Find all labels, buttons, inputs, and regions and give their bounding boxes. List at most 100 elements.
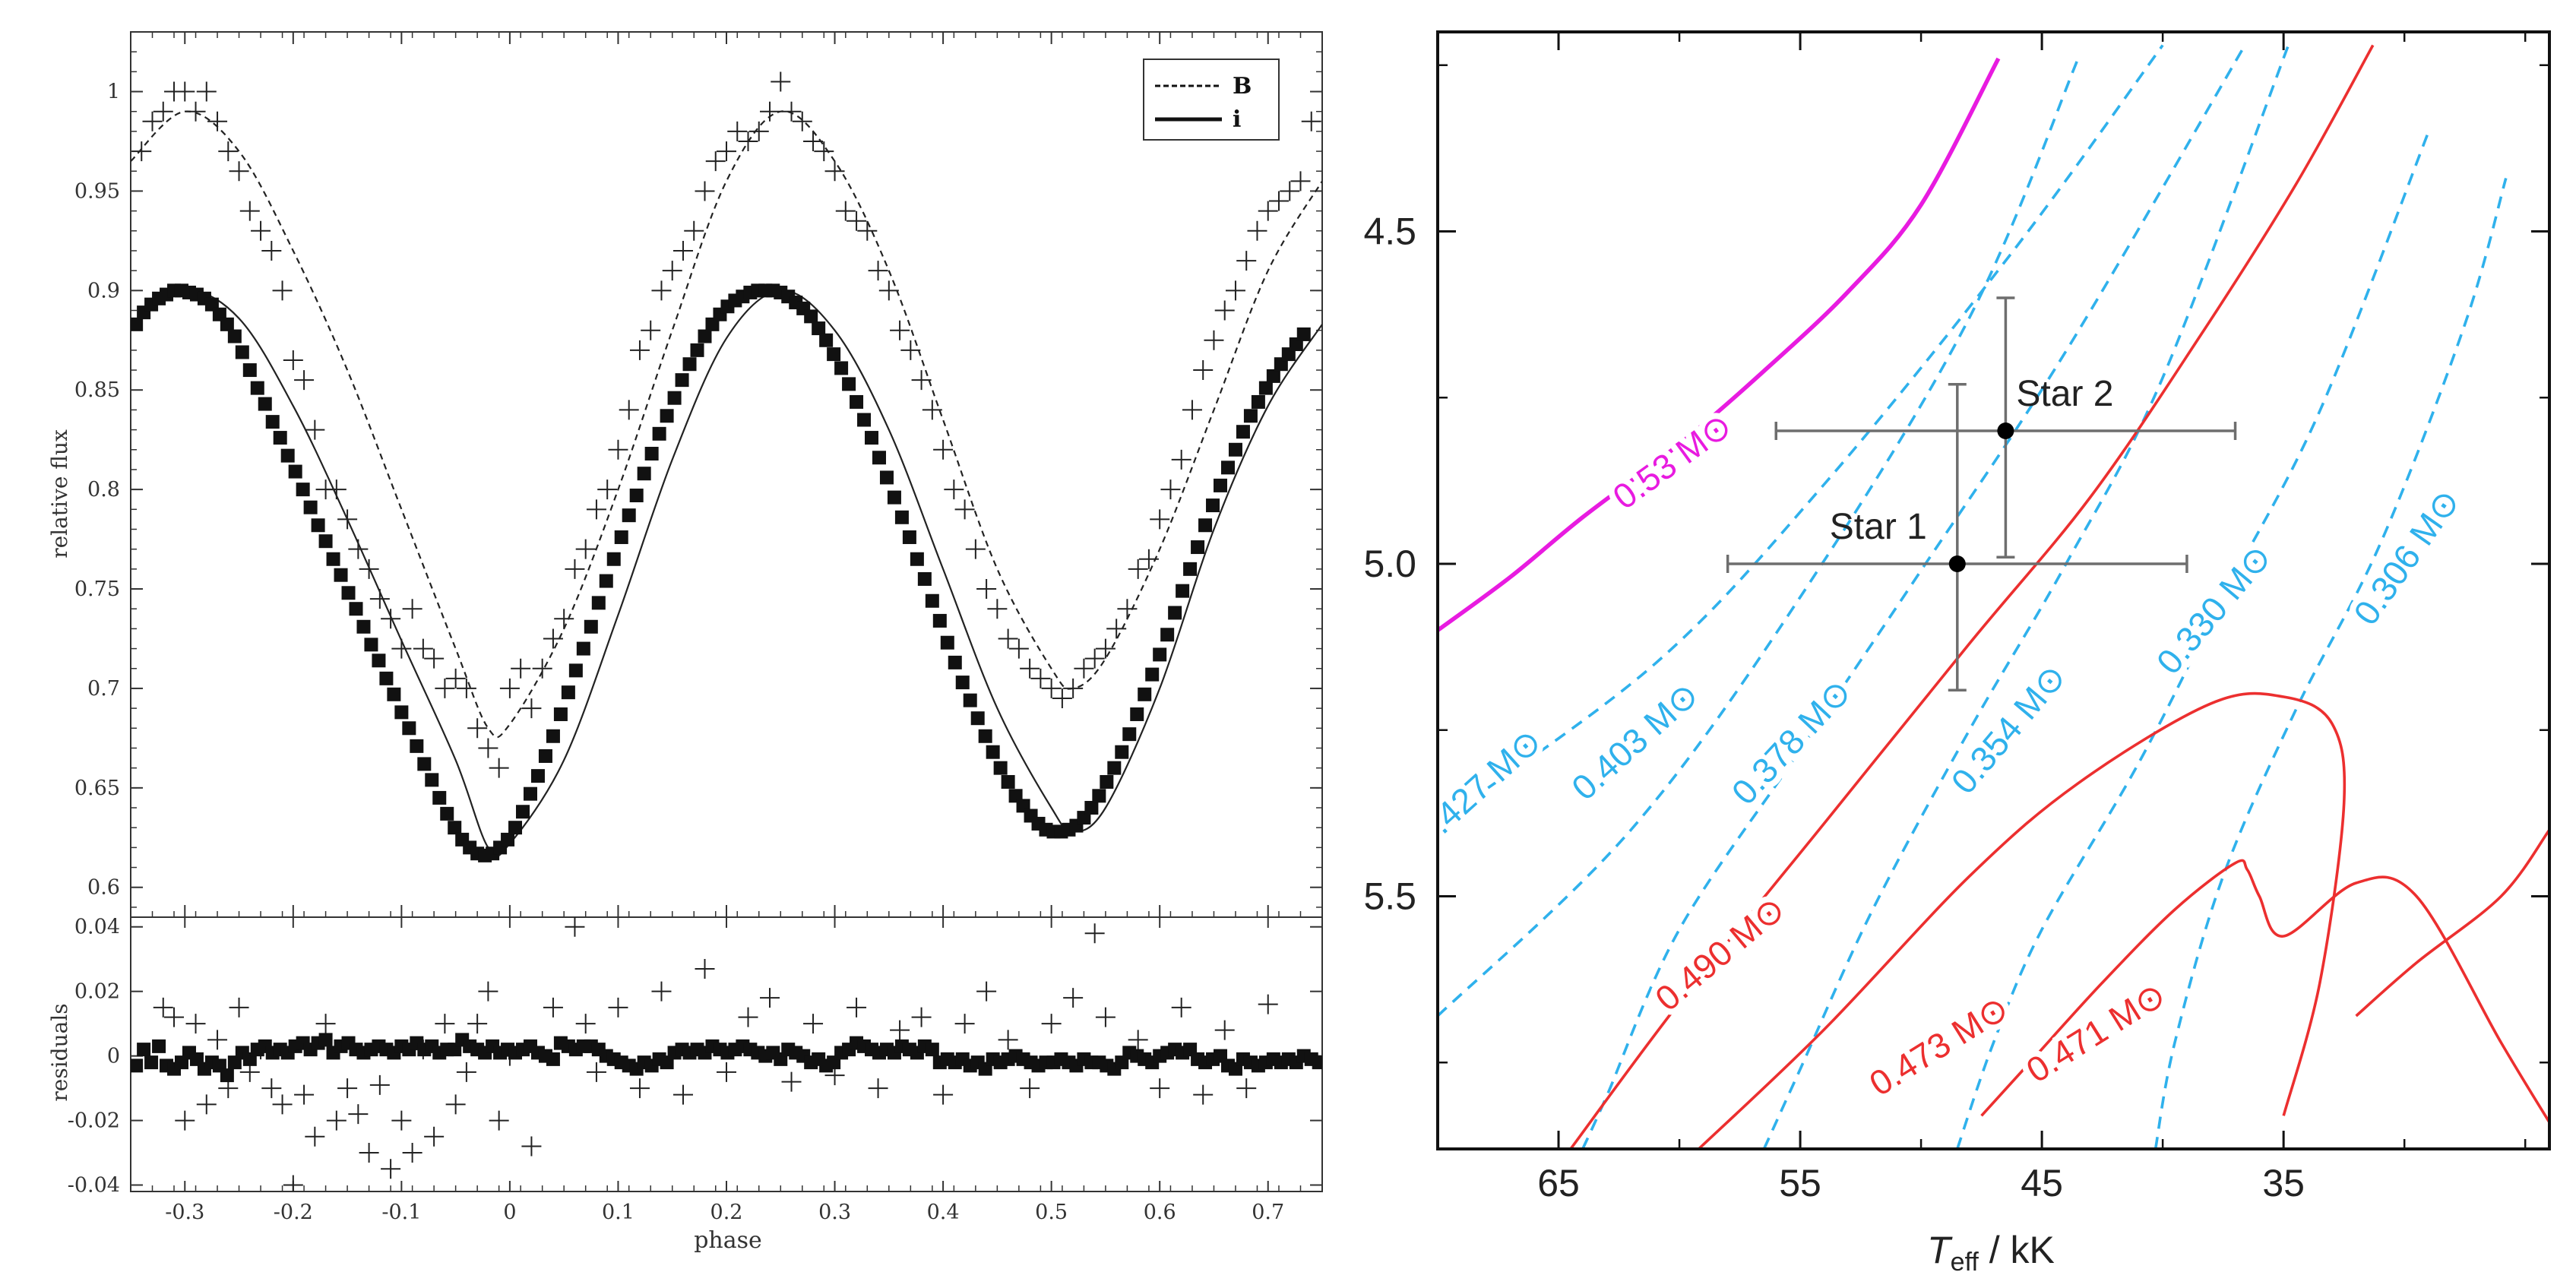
data-point-B — [662, 261, 682, 281]
data-point-i — [1107, 761, 1122, 775]
residual-point-B — [369, 1074, 390, 1095]
kiel-x-tick-label: 55 — [1779, 1162, 1821, 1204]
data-point-B — [283, 350, 303, 370]
residual-point-B — [695, 958, 715, 979]
residual-point-i — [546, 1052, 560, 1066]
data-point-i — [1305, 0, 1318, 14]
data-point-i — [1228, 442, 1242, 457]
track-label: 0.471 M⊙0.471 M⊙ — [2014, 968, 2179, 1097]
residual-point-B — [760, 988, 780, 1008]
main-plot-area — [131, 0, 1322, 862]
x-tick-label: 0.2 — [710, 1201, 743, 1224]
star-marker — [1997, 422, 2014, 439]
data-point-i — [432, 790, 447, 805]
data-point-B — [131, 141, 152, 162]
data-point-i — [318, 534, 333, 549]
model-line-B — [131, 110, 1322, 739]
data-point-i — [675, 373, 689, 388]
star-label: Star 1 — [1830, 507, 1927, 547]
residuals-axes: -0.3 -0.2 -0.1 0 0.1 0.2 0.3 0.4 0.5 0.6 0.7 -0.04 -… — [68, 916, 1323, 1224]
residual-point-B — [1095, 1007, 1116, 1027]
data-point-i — [379, 671, 394, 685]
data-point-B — [294, 370, 315, 391]
residual-point-i — [1312, 1055, 1322, 1070]
residual-point-B — [456, 1062, 476, 1082]
kiel-x-tick-label: 45 — [2021, 1162, 2063, 1204]
residual-point-B — [803, 1014, 824, 1034]
data-point-i — [288, 464, 302, 479]
residual-point-B — [272, 1094, 293, 1115]
residual-point-i — [144, 1055, 159, 1070]
data-point-i — [1138, 687, 1152, 701]
data-point-i — [584, 619, 598, 634]
data-point-B — [803, 131, 824, 151]
data-point-i — [227, 329, 242, 343]
data-point-i — [698, 329, 712, 343]
data-point-i — [978, 729, 992, 743]
residual-point-B — [543, 997, 563, 1017]
track-label: 0.53 M⊙0.53 M⊙ — [1600, 399, 1745, 523]
residuals-ylabel: residuals — [47, 1003, 72, 1101]
data-point-i — [660, 409, 674, 423]
data-point-i — [842, 377, 856, 391]
data-point-B — [1301, 111, 1321, 131]
data-point-B — [489, 758, 509, 778]
kiel-x-tick-label: 65 — [1537, 1162, 1580, 1204]
data-point-B — [651, 280, 672, 301]
residual-point-B — [424, 1126, 445, 1147]
data-point-B — [1247, 220, 1267, 241]
data-point-i — [501, 832, 515, 847]
residual-point-B — [402, 1143, 422, 1163]
track-label-text: 0.427 M⊙ — [1407, 720, 1549, 854]
data-point-i — [894, 510, 909, 524]
track-label: 0.427 M⊙0.427 M⊙ — [1407, 714, 1555, 860]
data-point-B — [835, 201, 856, 221]
track-label: 0.490 M⊙0.490 M⊙ — [1641, 882, 1798, 1024]
residual-point-B — [1214, 1020, 1235, 1040]
data-point-i — [1160, 628, 1175, 642]
data-point-i — [440, 806, 454, 821]
residual-y-tick-label: 0 — [107, 1045, 120, 1068]
x-tick-label: -0.3 — [165, 1201, 204, 1224]
data-point-B — [1160, 479, 1181, 500]
residual-point-B — [359, 1143, 379, 1163]
data-point-B — [900, 340, 921, 360]
data-point-i — [690, 343, 704, 357]
data-point-B — [608, 439, 628, 460]
data-point-i — [606, 552, 621, 566]
data-point-i — [516, 805, 530, 819]
track-label-text: 0.471 M⊙ — [2020, 974, 2173, 1090]
data-point-B — [1236, 251, 1257, 271]
y-tick-label: 1 — [107, 81, 120, 104]
track-label: 0.306 M⊙0.306 M⊙ — [2340, 476, 2473, 638]
track-0.378 M⊙ — [1581, 44, 2246, 1149]
data-point-i — [637, 467, 651, 481]
data-point-B — [175, 81, 195, 102]
track-label-text: 0.354 M⊙ — [1943, 657, 2073, 801]
x-tick-label: 0.3 — [818, 1201, 851, 1224]
y-tick-label: 0.65 — [74, 777, 120, 800]
track-0.53 M⊙ — [1438, 57, 2001, 632]
data-point-i — [857, 413, 872, 427]
residual-point-B — [998, 1030, 1018, 1050]
track-0.403 M⊙ — [1438, 44, 2164, 824]
light-curve-panel: 0.60.650.70.750.80.850.90.951 -0.3 -0.2 -0… — [47, 0, 1323, 1254]
data-point-i — [963, 693, 977, 707]
data-point-i — [303, 500, 318, 514]
kiel-y-tick-label: 5.0 — [1363, 543, 1416, 585]
residual-point-B — [185, 1014, 206, 1034]
residual-point-B — [890, 1020, 910, 1040]
data-point-i — [1243, 409, 1258, 423]
track-label: 0.354 M⊙0.354 M⊙ — [1937, 650, 2079, 807]
track-0.473 M⊙ — [1698, 691, 2347, 1149]
legend-label-i: i — [1233, 106, 1241, 133]
data-point-B — [1171, 449, 1191, 470]
data-point-i — [1001, 774, 1015, 789]
data-point-B — [261, 240, 282, 261]
residual-plot-area — [131, 917, 1322, 1191]
data-point-B — [781, 101, 802, 122]
data-point-i — [523, 786, 537, 801]
kiel-y-tick-label: 5.5 — [1363, 875, 1416, 918]
data-point-i — [1115, 745, 1129, 759]
data-point-i — [804, 309, 818, 324]
